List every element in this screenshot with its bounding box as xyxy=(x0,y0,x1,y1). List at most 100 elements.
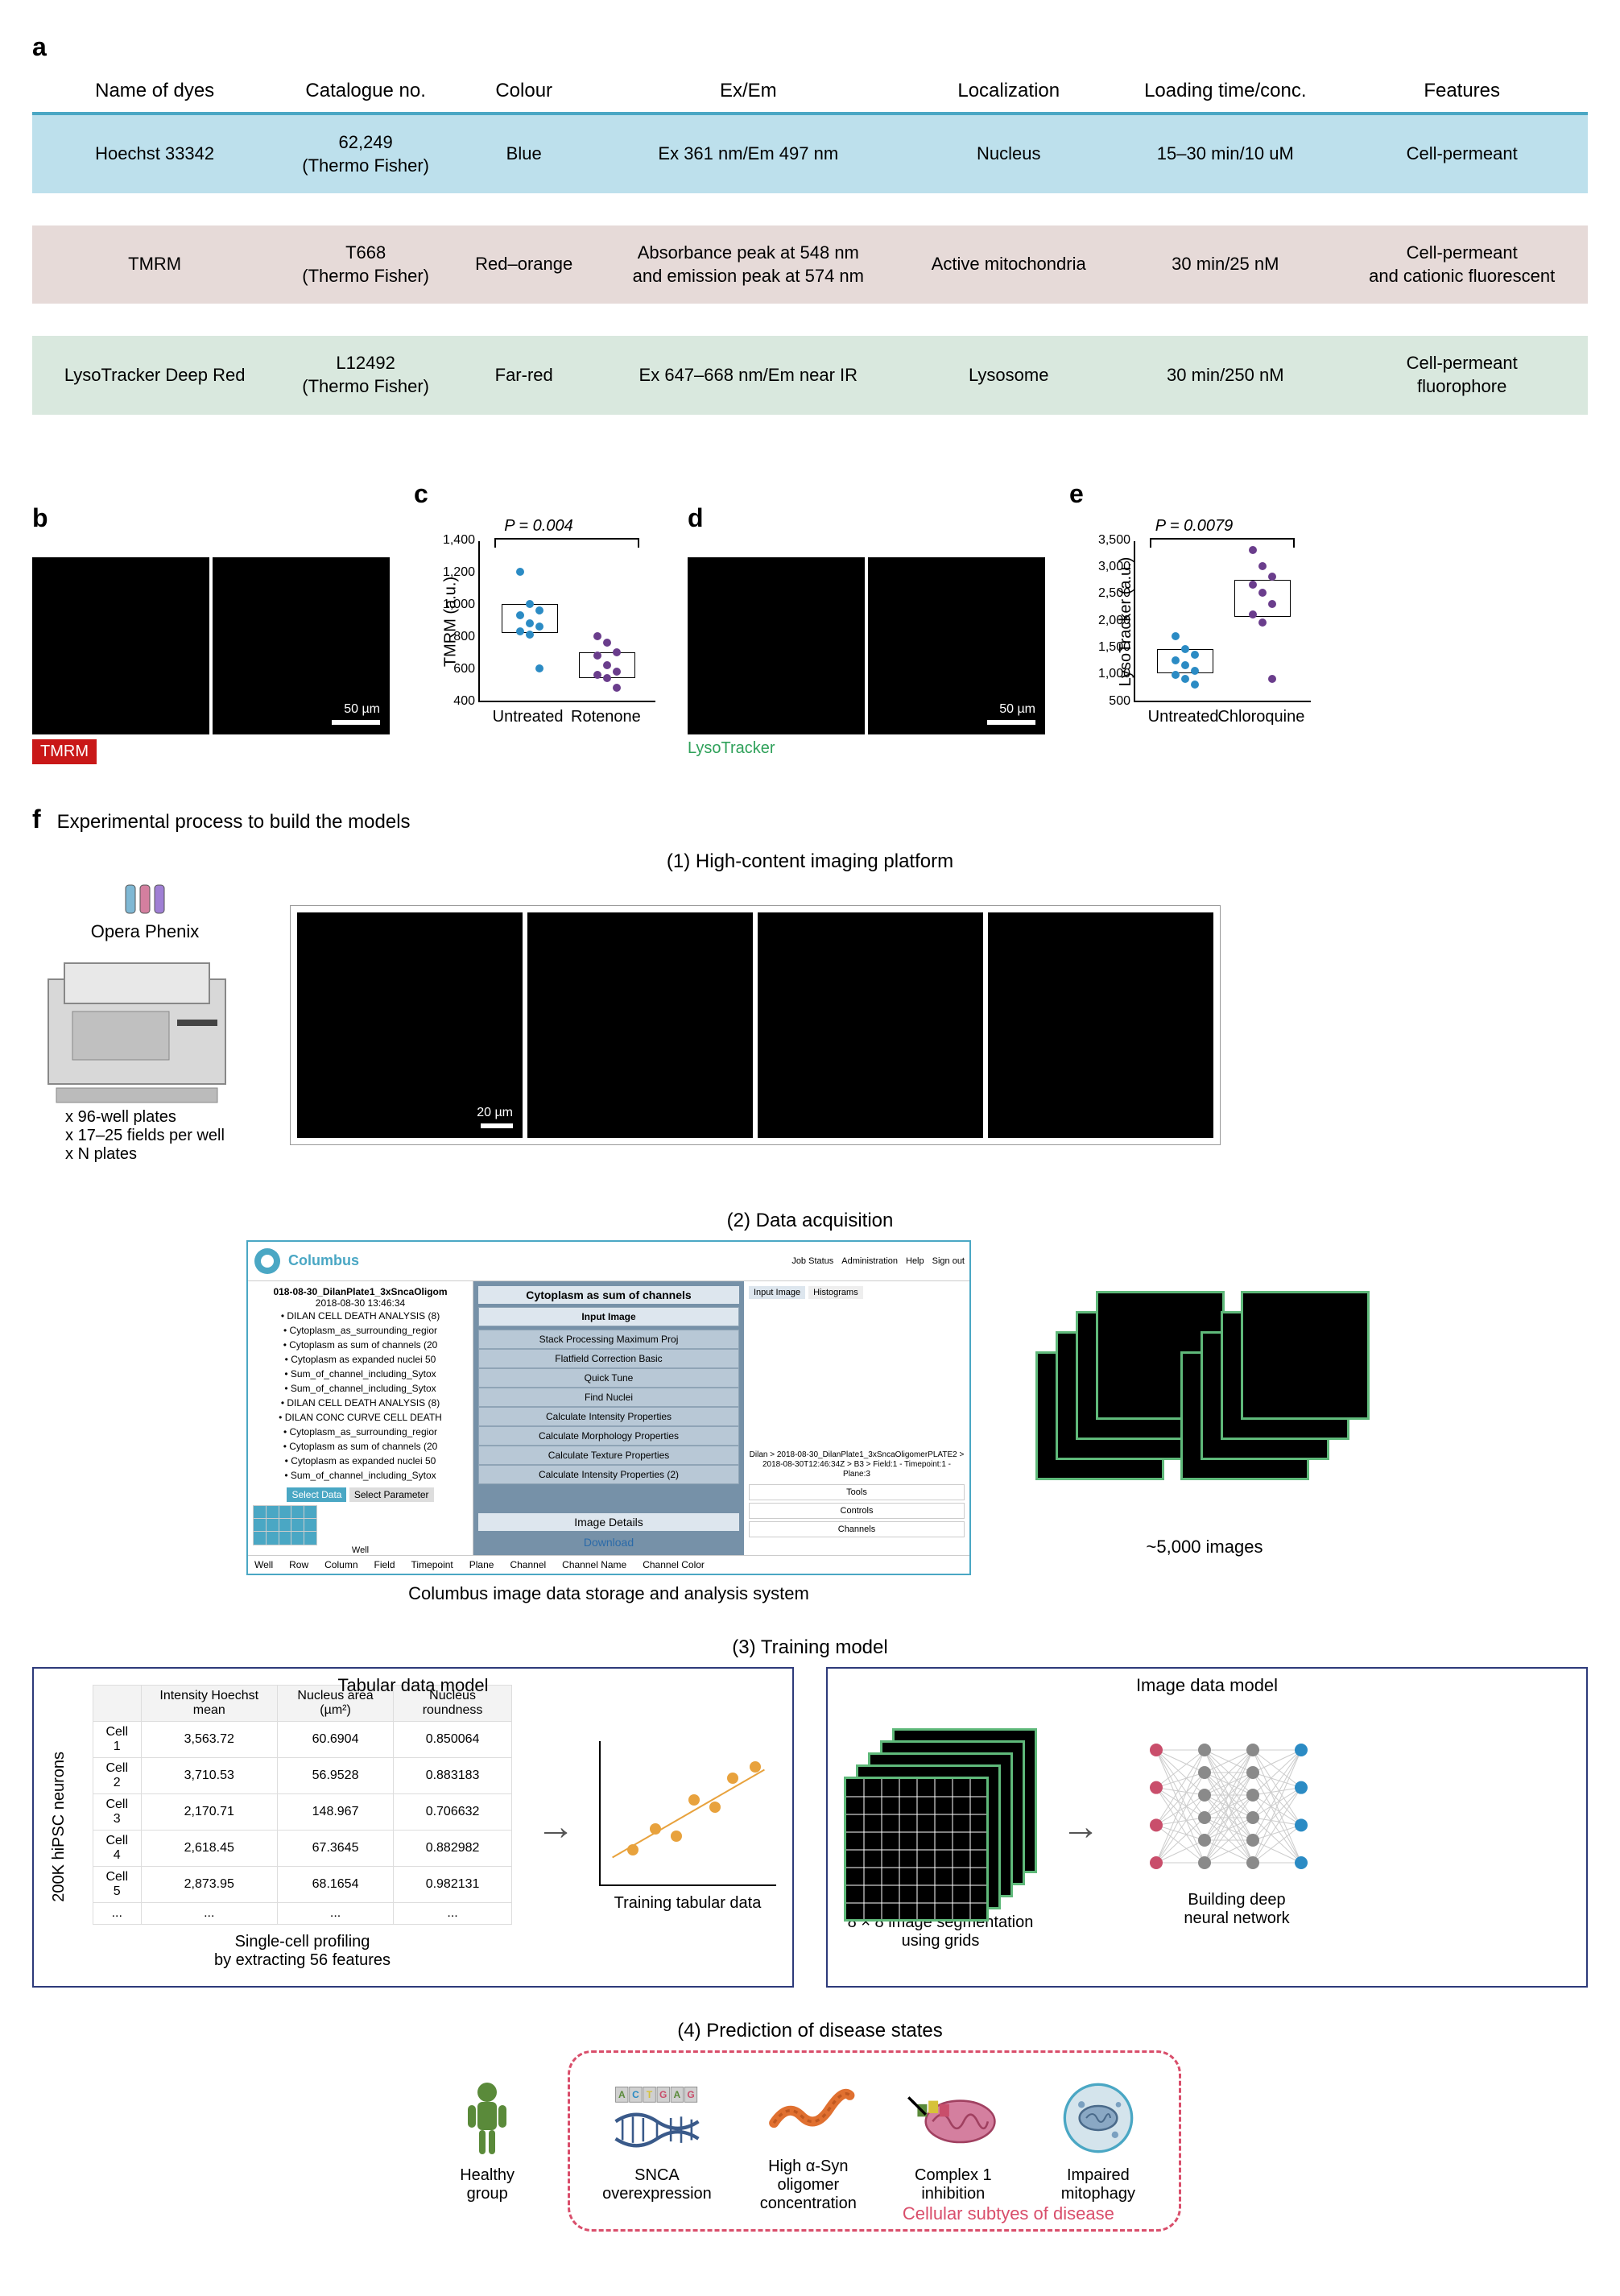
y-tick: 2,500 xyxy=(1098,586,1130,601)
table-row: Cell 23,710.5356.95280.883183 xyxy=(93,1757,512,1793)
table-cell: 0.706632 xyxy=(394,1793,512,1830)
table-cell: Active mitochondria xyxy=(903,225,1114,304)
nn-wrap: Building deep neural network xyxy=(1124,1726,1349,1928)
tree-item[interactable]: • Cytoplasm_as_surrounding_regior xyxy=(253,1323,468,1338)
y-tick: 400 xyxy=(453,694,475,709)
data-point xyxy=(1268,600,1276,608)
pipeline-title: Cytoplasm as sum of channels xyxy=(478,1286,739,1304)
pipeline-step[interactable]: Quick Tune xyxy=(478,1368,739,1388)
tree-item[interactable]: • DILAN CONC CURVE CELL DEATH xyxy=(253,1410,468,1425)
table-cell: 62,249 (Thermo Fisher) xyxy=(277,114,454,193)
table-cell: Absorbance peak at 548 nm and emission p… xyxy=(593,225,903,304)
panel-d: d Untreated Chloroquine 50 µm LysoTracke… xyxy=(688,503,1045,758)
preview-tab[interactable]: Histograms xyxy=(808,1286,863,1299)
pipeline-step[interactable]: Flatfield Correction Basic xyxy=(478,1349,739,1368)
data-point xyxy=(1172,656,1180,664)
pipeline-step[interactable]: Calculate Morphology Properties xyxy=(478,1426,739,1446)
select-data-tab[interactable]: Select Data xyxy=(287,1487,346,1502)
footer-col: Field xyxy=(374,1559,395,1570)
data-point xyxy=(526,619,534,627)
top-link[interactable]: Job Status xyxy=(791,1256,833,1266)
grid-overlay-icon xyxy=(846,1779,986,1919)
table-cell: 2,170.71 xyxy=(141,1793,278,1830)
table-row: LysoTracker Deep RedL12492 (Thermo Fishe… xyxy=(32,336,1588,414)
tree-item[interactable]: • Cytoplasm as sum of channels (20 xyxy=(253,1439,468,1454)
table-row: ............ xyxy=(93,1902,512,1924)
pipeline-step[interactable]: Find Nuclei xyxy=(478,1388,739,1407)
y-tick: 1,000 xyxy=(443,598,475,612)
tabular-model-box: Tabular data model 200K hiPSC neurons In… xyxy=(32,1667,794,1988)
download-link[interactable]: Download xyxy=(478,1534,739,1550)
well-label: Well xyxy=(253,1545,468,1555)
table-cell: ... xyxy=(141,1902,278,1924)
pipeline-step[interactable]: Input Image xyxy=(478,1307,739,1326)
grid-stack xyxy=(844,1728,1037,1905)
pipeline-step[interactable]: Calculate Intensity Properties xyxy=(478,1407,739,1426)
table-cell: 3,563.72 xyxy=(141,1721,278,1757)
select-param-tab[interactable]: Select Parameter xyxy=(349,1487,434,1502)
table-cell: Lysosome xyxy=(903,336,1114,414)
oligomer-icon xyxy=(760,2069,857,2149)
tree-item[interactable]: • Cytoplasm as sum of channels (20 xyxy=(253,1338,468,1352)
pipeline-step[interactable]: Calculate Intensity Properties (2) xyxy=(478,1465,739,1484)
pipeline-step[interactable]: Stack Processing Maximum Proj xyxy=(478,1330,739,1349)
healthy-label: Healthy group xyxy=(460,2166,515,2203)
panel-d-label: d xyxy=(688,503,1045,533)
table-cell: 0.883183 xyxy=(394,1757,512,1793)
data-point xyxy=(1172,632,1180,640)
panel-f: f Experimental process to build the mode… xyxy=(32,805,1588,2232)
footer-col: Timepoint xyxy=(411,1559,453,1570)
side-panel[interactable]: Channels xyxy=(749,1521,965,1537)
y-tick: 1,200 xyxy=(443,565,475,580)
tree-item[interactable]: • Cytoplasm as expanded nuclei 50 xyxy=(253,1454,468,1468)
tree-item[interactable]: • Cytoplasm as expanded nuclei 50 xyxy=(253,1352,468,1367)
data-point xyxy=(1191,667,1199,675)
pipeline-step[interactable]: Calculate Texture Properties xyxy=(478,1446,739,1465)
data-point xyxy=(603,639,611,647)
y-axis-label: TMRM (a.u.) xyxy=(442,576,461,666)
table-cell: ... xyxy=(278,1902,394,1924)
plot-area xyxy=(478,541,655,702)
image-untreated-lyso: Untreated xyxy=(688,557,865,734)
panel-f-label: f xyxy=(32,805,41,834)
tree-item[interactable]: • DILAN CELL DEATH ANALYSIS (8) xyxy=(253,1309,468,1323)
panel-d-images: Untreated Chloroquine 50 µm xyxy=(688,557,1045,734)
tabular-title: Tabular data model xyxy=(337,1675,488,1696)
channel-image: LysosomeLysoTracker xyxy=(758,912,983,1138)
top-link[interactable]: Sign out xyxy=(932,1256,965,1266)
feature-table-wrap: Intensity Hoechst meanNucleus area (µm²)… xyxy=(93,1685,512,1970)
image-model-box: Image data model xyxy=(826,1667,1588,1988)
plate-map-icon xyxy=(253,1505,317,1545)
table-header: Ex/Em xyxy=(593,70,903,114)
tree-item[interactable]: • Sum_of_channel_including_Sytox xyxy=(253,1367,468,1381)
box-whisker xyxy=(1234,580,1291,618)
feat-header xyxy=(93,1685,142,1721)
panel-e: e LysoTracker (a.u.)P = 0.00795001,0001,… xyxy=(1069,479,1319,726)
disease-box-label: Cellular subtyes of disease xyxy=(903,2203,1114,2224)
side-panel[interactable]: Controls xyxy=(749,1503,965,1519)
tree-item[interactable]: • Sum_of_channel_including_Sytox xyxy=(253,1468,468,1483)
data-point xyxy=(603,674,611,682)
image-details-label: Image Details xyxy=(478,1513,739,1531)
tree-item[interactable]: • DILAN CELL DEATH ANALYSIS (8) xyxy=(253,1396,468,1410)
columbus-preview: Input ImageHistograms Dilan > 2018-08-30… xyxy=(744,1281,969,1555)
columbus-logo-icon xyxy=(253,1247,282,1276)
table-cell: ... xyxy=(394,1902,512,1924)
person-icon xyxy=(439,2078,535,2158)
table-row: Cell 42,618.4567.36450.882982 xyxy=(93,1830,512,1866)
preview-tab[interactable]: Input Image xyxy=(749,1286,805,1299)
image-rotenone-tmrm: Rotenone 50 µm xyxy=(213,557,390,734)
table-cell: 30 min/250 nM xyxy=(1114,336,1336,414)
scalebar-label: 20 µm xyxy=(477,1106,513,1120)
tree-item[interactable]: • Cytoplasm_as_surrounding_regior xyxy=(253,1425,468,1439)
opera-phenix: Opera Phenix x 96-well platesx 17–25 fie… xyxy=(32,881,258,1164)
data-point xyxy=(1172,671,1180,679)
dye-table: Name of dyesCatalogue no.ColourEx/EmLoca… xyxy=(32,70,1588,447)
table-cell: LysoTracker Deep Red xyxy=(32,336,277,414)
opera-bullets: x 96-well platesx 17–25 fields per wellx… xyxy=(65,1108,225,1164)
top-link[interactable]: Help xyxy=(906,1256,924,1266)
y-tick: 1,400 xyxy=(443,533,475,548)
side-panel[interactable]: Tools xyxy=(749,1484,965,1500)
tree-item[interactable]: • Sum_of_channel_including_Sytox xyxy=(253,1381,468,1396)
top-link[interactable]: Administration xyxy=(841,1256,898,1266)
